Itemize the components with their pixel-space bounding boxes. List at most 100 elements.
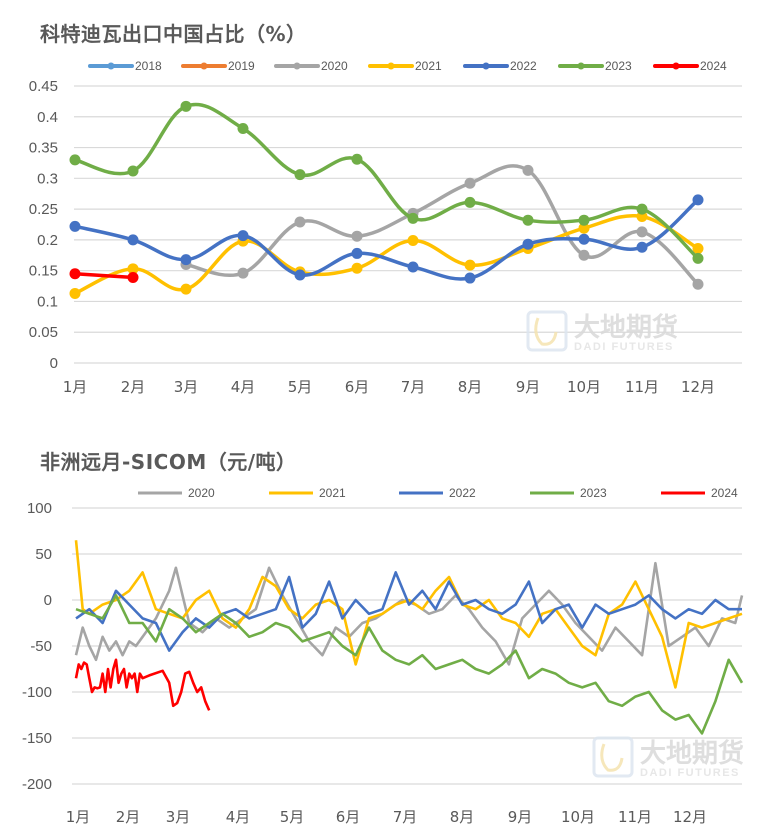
- data-point: [237, 267, 249, 279]
- x-tick-label: 9月: [516, 378, 541, 396]
- series-2023: [69, 100, 704, 264]
- legend-label: 2024: [711, 486, 738, 500]
- y-tick-label: 0: [50, 355, 58, 372]
- data-point: [407, 235, 419, 247]
- x-tick-label: 10月: [567, 378, 601, 396]
- y-tick-label: 0.15: [29, 263, 58, 280]
- data-point: [578, 233, 590, 245]
- data-point: [692, 243, 704, 255]
- y-tick-label: 0.2: [37, 232, 58, 249]
- series-2023: [75, 594, 744, 735]
- legend-label: 2018: [135, 59, 162, 73]
- y-tick-label: 100: [27, 500, 52, 517]
- y-tick-label: 0.1: [37, 293, 58, 310]
- data-point: [69, 220, 81, 232]
- x-tick-label: 3月: [166, 808, 191, 826]
- legend-item-2023[interactable]: 2023: [558, 59, 632, 73]
- x-tick-label: 12月: [681, 378, 715, 396]
- data-point: [636, 226, 648, 238]
- x-tick-label: 1月: [66, 808, 91, 826]
- legend-label: 2021: [319, 486, 346, 500]
- x-tick-label: 10月: [561, 808, 595, 826]
- legend-label: 2022: [510, 59, 537, 73]
- y-tick-label: 0: [44, 592, 52, 609]
- y-tick-label: -200: [22, 776, 52, 793]
- legend-item-2020[interactable]: 2020: [274, 59, 348, 73]
- y-tick-label: -150: [22, 730, 52, 747]
- x-tick-label: 2月: [116, 808, 141, 826]
- series-2022: [75, 571, 742, 652]
- series-2021: [69, 210, 704, 299]
- data-point: [407, 261, 419, 273]
- x-tick-label: 12月: [673, 808, 707, 826]
- legend-item-2020[interactable]: 2020: [138, 486, 215, 500]
- legend-label: 2021: [415, 59, 442, 73]
- data-point: [692, 278, 704, 290]
- series-2024: [69, 268, 139, 283]
- x-tick-label: 11月: [625, 378, 659, 396]
- data-point: [294, 269, 306, 281]
- legend-label: 2023: [605, 59, 632, 73]
- x-tick-label: 4月: [226, 808, 251, 826]
- data-point: [351, 247, 363, 259]
- data-point: [464, 259, 476, 271]
- x-tick-label: 11月: [618, 808, 652, 826]
- x-tick-label: 6月: [336, 808, 361, 826]
- watermark-en: DADI FUTURES: [640, 767, 740, 779]
- chart-title: 非洲远月-SICOM（元/吨）: [40, 450, 297, 474]
- legend-label: 2020: [321, 59, 348, 73]
- chart-sicom-spread: 非洲远月-SICOM（元/吨） 100 50 0 -50 -100 -150 -200 大地期…: [0, 420, 767, 839]
- legend-item-2018[interactable]: 2018: [88, 59, 162, 73]
- chart-title: 科特迪瓦出口中国占比（%）: [40, 22, 307, 46]
- x-tick-label: 6月: [345, 378, 370, 396]
- data-point: [127, 263, 139, 275]
- data-point: [237, 122, 249, 134]
- legend-item-2021[interactable]: 2021: [368, 59, 442, 73]
- legend-label: 2022: [449, 486, 476, 500]
- data-point: [351, 230, 363, 242]
- data-point: [69, 154, 81, 166]
- data-point: [294, 169, 306, 181]
- legend-item-2022[interactable]: 2022: [399, 486, 476, 500]
- data-point: [351, 262, 363, 274]
- data-point: [69, 287, 81, 299]
- watermark-cn: 大地期货: [640, 738, 744, 769]
- x-tick-label: 1月: [63, 378, 88, 396]
- legend-label: 2020: [188, 486, 215, 500]
- chart-plot: 0 0.05 0.1 0.15 0.2 0.25 0.3 0.35 0.4 0.45 大地期货DAD…: [29, 59, 742, 396]
- y-tick-label: -50: [30, 638, 52, 655]
- data-point: [578, 214, 590, 226]
- x-tick-label: 9月: [508, 808, 533, 826]
- data-point: [522, 214, 534, 226]
- y-tick-label: 0.25: [29, 201, 58, 218]
- legend-item-2023[interactable]: 2023: [530, 486, 607, 500]
- x-tick-label: 4月: [231, 378, 256, 396]
- x-tick-label: 5月: [280, 808, 305, 826]
- data-point: [464, 196, 476, 208]
- watermark-cn: 大地期货: [574, 312, 678, 343]
- chart-export-share: 科特迪瓦出口中国占比（%） 0 0.05 0.1 0.15 0.2 0.25 0.3 0.35…: [29, 22, 742, 396]
- series-2020: [74, 561, 744, 666]
- x-tick-label: 2月: [121, 378, 146, 396]
- data-point: [636, 241, 648, 253]
- y-tick-label: -100: [22, 684, 52, 701]
- legend-item-2022[interactable]: 2022: [463, 59, 537, 73]
- x-tick-label: 5月: [288, 378, 313, 396]
- series-2024: [74, 658, 211, 711]
- data-point: [69, 268, 81, 280]
- x-tick-label: 7月: [401, 378, 426, 396]
- data-point: [692, 194, 704, 206]
- legend-label: 2023: [580, 486, 607, 500]
- legend-item-2024[interactable]: 2024: [661, 486, 738, 500]
- data-point: [692, 252, 704, 264]
- y-tick-label: 0.4: [37, 109, 58, 126]
- series-2022: [69, 194, 704, 284]
- legend-item-2024[interactable]: 2024: [653, 59, 727, 73]
- y-tick-label: 50: [35, 546, 52, 563]
- legend-item-2019[interactable]: 2019: [181, 59, 255, 73]
- x-tick-label: 3月: [174, 378, 199, 396]
- legend-item-2021[interactable]: 2021: [269, 486, 346, 500]
- data-point: [127, 165, 139, 177]
